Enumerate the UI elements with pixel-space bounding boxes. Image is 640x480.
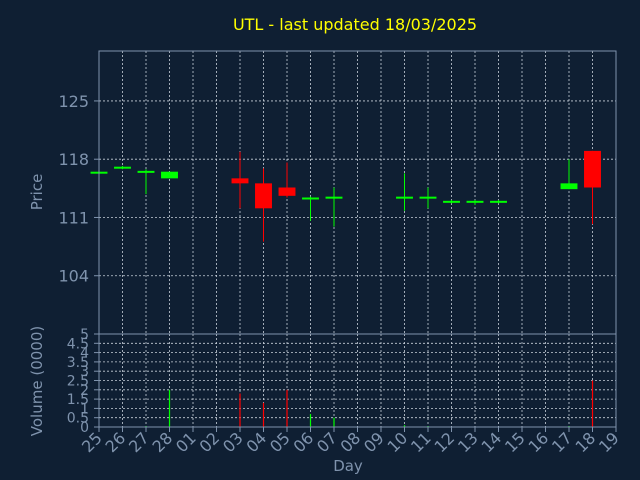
volume-y-tick-label: 0.5 [67,411,89,427]
x-axis-label: Day [333,457,363,475]
x-axis-ticks: 2526272801020304050607080910111213141516… [78,427,623,456]
volume-y-tick-label: 2 [80,383,89,399]
volume-y-tick-label: 0 [80,420,89,436]
candle-body [278,187,296,196]
price-grid [99,51,616,334]
price-y-tick-label: 104 [58,267,89,286]
candle-body [255,183,272,209]
volume-axis-label: Volume (0000) [28,326,46,436]
price-y-tick-label: 111 [58,208,89,227]
candle-body [114,166,131,169]
volume-y-tick-label: 4.5 [67,336,89,352]
volume-grid [99,333,616,428]
price-y-ticks: 104 111 118 125 [58,92,99,286]
candle-body [137,170,155,173]
price-y-tick-label: 125 [58,92,89,111]
volume-y-tick-label: 3.5 [67,355,89,371]
price-y-tick-label: 118 [58,150,89,169]
chart-title: UTL - last updated 18/03/2025 [233,15,477,34]
x-tick-label: 19 [595,428,623,456]
volume-y-tick-label: 3 [80,364,89,380]
candle-body [161,171,178,179]
candle-body [419,196,437,199]
candle-body [466,200,484,203]
candle-body [560,183,578,190]
price-candles [90,150,601,242]
candle-body [231,178,249,184]
candle-body [584,150,601,188]
volume-bars [145,380,594,427]
volume-y-tick-label: 2.5 [67,374,89,390]
candle-body [443,200,460,203]
volume-y-tick-label: 5 [80,327,89,343]
candle-body [325,196,343,199]
candle-body [302,197,319,200]
volume-y-tick-label: 4 [80,346,89,362]
volume-panel: 00.511.522.533.544.55 Volume (0000) [28,326,617,436]
volume-y-tick-label: 1.5 [67,392,89,408]
candle-body [490,200,507,203]
price-axis-label: Price [28,174,46,211]
price-panel: 104 111 118 125 Price [28,50,617,335]
volume-y-tick-label: 1 [80,401,89,417]
volume-y-ticks: 00.511.522.533.544.55 [67,327,99,436]
candle-body [396,196,413,199]
